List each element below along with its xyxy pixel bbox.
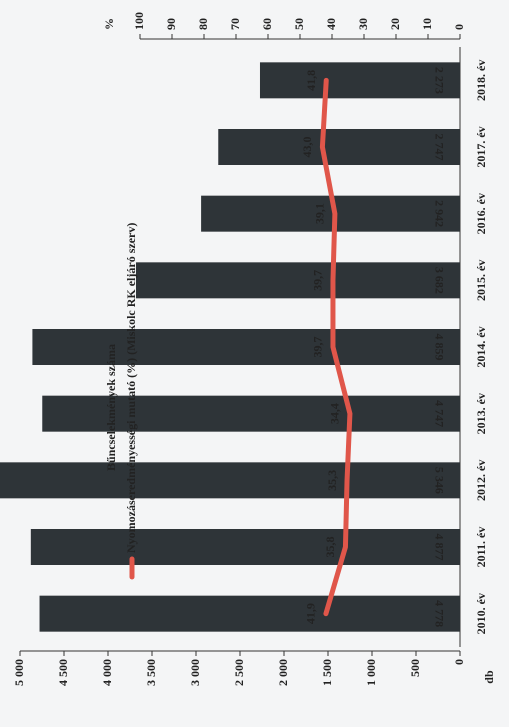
bar [39,595,460,632]
line-value-label: 43,0 [300,137,314,158]
x-tick-label: 2013. év [474,393,488,434]
x-tick-label: 2016. év [474,193,488,234]
x-tick-label: 2011. év [474,527,488,568]
x-tick-label: 2015. év [474,260,488,301]
bar [0,462,460,499]
x-tick-label: 2018. év [474,60,488,101]
x-tick-label: 2014. év [474,326,488,367]
y-tick-label: 4 000 [100,659,114,686]
bar [42,395,460,432]
bar-value-label: 4 747 [432,400,446,427]
y-tick-label: 1 000 [364,659,378,686]
bar-value-label: 2 747 [432,134,446,161]
line-value-label: 35,8 [323,537,337,558]
bar [135,262,460,299]
legend-label: Nyomozáseredményességi mutató (%) (Misko… [124,223,138,553]
y-tick-label: 3 000 [188,659,202,686]
y2-tick-label: 70 [228,18,242,30]
line-value-label: 35,3 [325,470,339,491]
y2-tick-label: 30 [356,18,370,30]
y-tick-label: 1 500 [320,659,334,686]
line-value-label: 34,4 [328,403,342,424]
line-value-label: 39,1 [313,203,327,224]
y2-tick-label: 100 [132,12,146,30]
bar [218,129,460,165]
y-tick-label: 5 000 [12,659,26,686]
line-value-label: 41,9 [304,603,318,624]
bar-value-label: 4 859 [432,334,446,361]
bar-value-label: 4 778 [432,600,446,627]
y2-axis-label: % [102,18,116,30]
x-tick-label: 2017. év [474,126,488,167]
legend-label: Bűncselekmények száma [104,344,118,471]
y2-tick-label: 60 [260,18,274,30]
x-tick-label: 2012. év [474,460,488,501]
bar [30,529,460,565]
y-tick-label: 4 500 [56,659,70,686]
y2-tick-label: 50 [292,18,306,30]
y2-tick-label: 10 [420,18,434,30]
y-tick-label: 3 500 [144,659,158,686]
bar-value-label: 5 346 [432,467,446,494]
y2-tick-label: 0 [452,24,466,30]
bar [259,62,461,99]
line [319,77,353,617]
y-tick-label: 2 500 [232,659,246,686]
y2-tick-label: 20 [388,18,402,30]
bar-value-label: 2 942 [432,200,446,227]
x-tick-label: 2010. év [474,593,488,634]
legend-swatch [107,477,117,495]
y-tick-label: 2 000 [276,659,290,686]
line-value-label: 39,7 [311,270,325,291]
line-value-label: 41,8 [304,70,318,91]
y-tick-label: 500 [408,659,422,677]
y-axis-label: db [482,670,496,684]
bar-value-label: 2 273 [432,67,446,94]
y-tick-label: 0 [452,659,466,665]
bar [201,195,460,232]
line-value-label: 39,7 [311,337,325,358]
y2-tick-label: 40 [324,18,338,30]
bar-value-label: 3 682 [432,267,446,294]
y2-tick-label: 90 [164,18,178,30]
bar-value-label: 4 877 [432,534,446,561]
y2-tick-label: 80 [196,18,210,30]
bar [32,329,461,365]
